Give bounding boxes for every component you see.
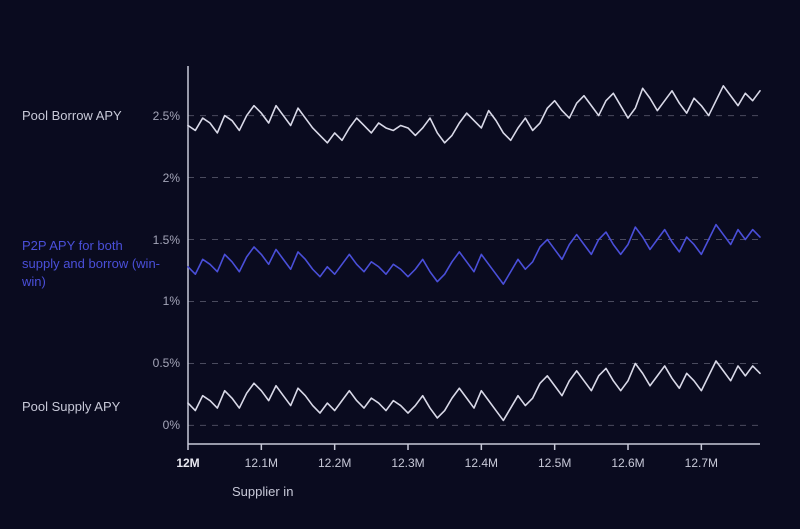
label-p2p: P2P APY for both supply and borrow (win-… (22, 237, 162, 292)
y-tick-label: 0% (146, 418, 180, 432)
series-pool-supply-apy (188, 361, 760, 420)
series-pool-borrow-apy (188, 86, 760, 143)
y-tick-label: 2.5% (146, 109, 180, 123)
x-tick-label: 12.2M (318, 456, 351, 470)
x-axis-title: Supplier in (232, 484, 293, 499)
plot-svg (188, 66, 760, 452)
series-p2p-apy (188, 225, 760, 284)
y-tick-label: 2% (146, 171, 180, 185)
x-tick-label: 12.3M (391, 456, 424, 470)
y-tick-label: 0.5% (146, 356, 180, 370)
x-tick-label: 12.4M (465, 456, 498, 470)
x-tick-label: 12.7M (685, 456, 718, 470)
x-tick-label: 12.1M (245, 456, 278, 470)
label-borrow: Pool Borrow APY (22, 107, 122, 125)
x-tick-label: 12.5M (538, 456, 571, 470)
x-tick-label: 12.6M (611, 456, 644, 470)
x-tick-label: 12M (176, 456, 199, 470)
y-tick-label: 1% (146, 294, 180, 308)
label-supply: Pool Supply APY (22, 398, 120, 416)
